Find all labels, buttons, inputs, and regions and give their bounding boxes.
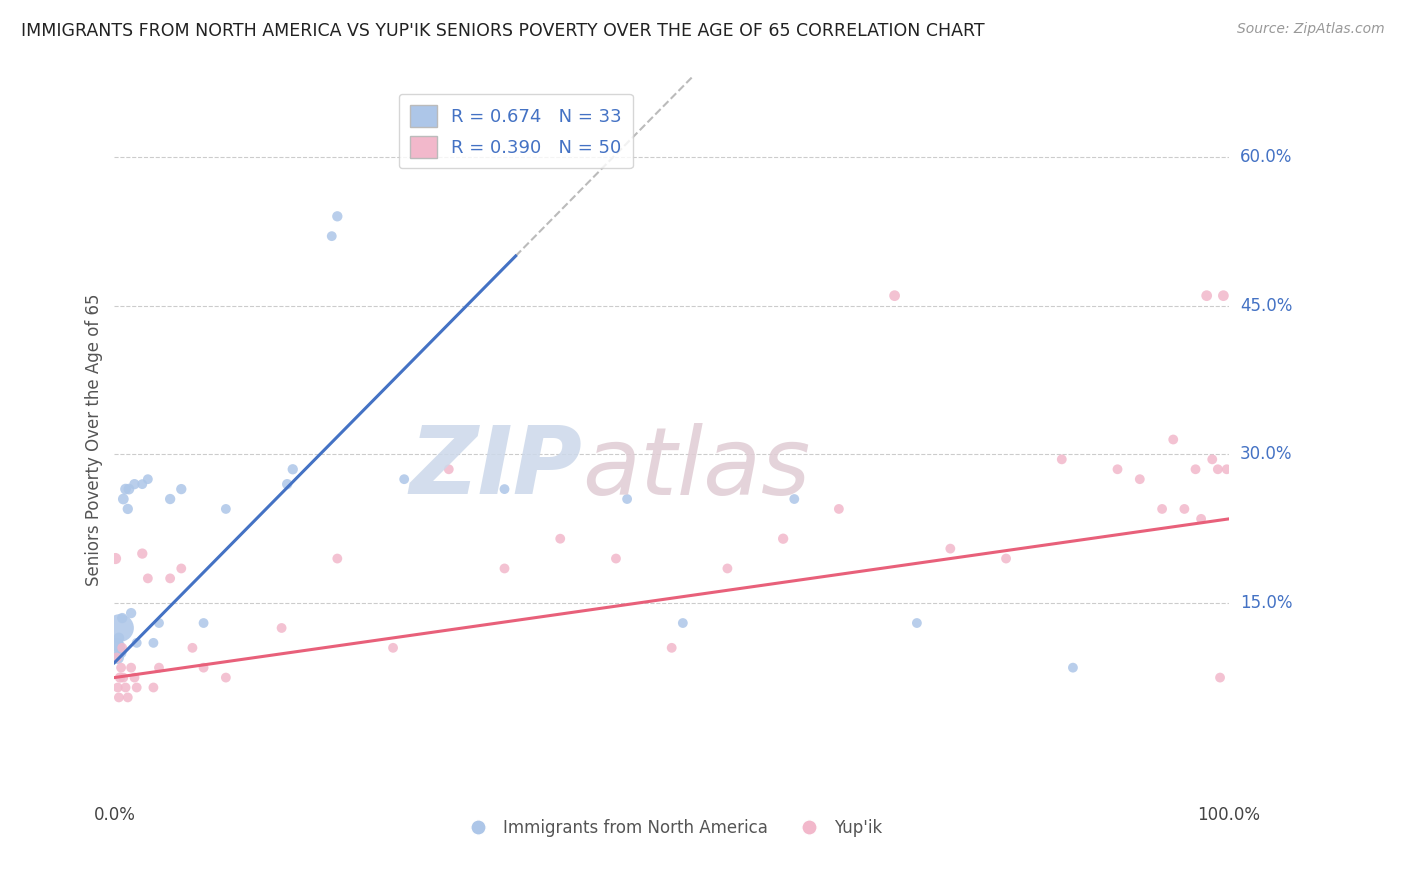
Point	[494, 482, 516, 496]
Point	[108, 631, 131, 645]
Point	[110, 646, 132, 660]
Y-axis label: Seniors Poverty Over the Age of 65: Seniors Poverty Over the Age of 65	[86, 293, 103, 586]
Point	[125, 681, 148, 695]
Point	[1216, 462, 1239, 476]
Point	[193, 660, 215, 674]
Point	[276, 477, 298, 491]
Point	[148, 615, 170, 630]
Point	[995, 551, 1018, 566]
Text: ZIP: ZIP	[409, 423, 582, 515]
Point	[114, 681, 136, 695]
Point	[672, 615, 695, 630]
Point	[117, 690, 139, 705]
Point	[905, 615, 928, 630]
Point	[1161, 433, 1184, 447]
Point	[392, 472, 415, 486]
Text: IMMIGRANTS FROM NORTH AMERICA VS YUP'IK SENIORS POVERTY OVER THE AGE OF 65 CORRE: IMMIGRANTS FROM NORTH AMERICA VS YUP'IK …	[21, 22, 984, 40]
Point	[104, 551, 127, 566]
Point	[281, 462, 304, 476]
Point	[1209, 671, 1232, 685]
Legend: Immigrants from North America, Yup'ik: Immigrants from North America, Yup'ik	[454, 813, 889, 844]
Text: 60.0%: 60.0%	[1240, 148, 1292, 166]
Point	[321, 229, 343, 244]
Point	[159, 491, 181, 506]
Point	[437, 462, 460, 476]
Point	[112, 671, 135, 685]
Point	[114, 482, 136, 496]
Point	[270, 621, 292, 635]
Point	[170, 482, 193, 496]
Point	[215, 671, 238, 685]
Point	[193, 615, 215, 630]
Point	[939, 541, 962, 556]
Point	[548, 532, 571, 546]
Point	[1184, 462, 1206, 476]
Point	[108, 690, 131, 705]
Point	[382, 640, 405, 655]
Point	[118, 482, 141, 496]
Point	[125, 636, 148, 650]
Point	[112, 491, 135, 506]
Point	[1050, 452, 1073, 467]
Point	[136, 472, 159, 486]
Text: Source: ZipAtlas.com: Source: ZipAtlas.com	[1237, 22, 1385, 37]
Point	[105, 638, 128, 652]
Point	[883, 288, 905, 302]
Point	[1173, 502, 1195, 516]
Point	[1062, 660, 1084, 674]
Point	[120, 660, 142, 674]
Point	[170, 561, 193, 575]
Point	[131, 547, 153, 561]
Point	[111, 611, 134, 625]
Point	[1212, 288, 1234, 302]
Point	[111, 640, 134, 655]
Text: 15.0%: 15.0%	[1240, 594, 1292, 612]
Point	[326, 551, 349, 566]
Point	[136, 571, 159, 585]
Point	[108, 671, 131, 685]
Point	[159, 571, 181, 585]
Point	[1107, 462, 1129, 476]
Point	[117, 502, 139, 516]
Point	[120, 606, 142, 620]
Point	[142, 681, 165, 695]
Point	[1189, 512, 1212, 526]
Point	[107, 650, 129, 665]
Point	[181, 640, 204, 655]
Point	[107, 681, 129, 695]
Point	[1195, 288, 1218, 302]
Point	[494, 561, 516, 575]
Point	[828, 502, 851, 516]
Point	[142, 636, 165, 650]
Point	[783, 491, 806, 506]
Point	[105, 650, 128, 665]
Point	[148, 660, 170, 674]
Point	[1129, 472, 1152, 486]
Point	[104, 640, 127, 655]
Point	[661, 640, 683, 655]
Point	[108, 621, 131, 635]
Point	[124, 477, 146, 491]
Point	[716, 561, 738, 575]
Point	[1152, 502, 1174, 516]
Point	[772, 532, 794, 546]
Text: 30.0%: 30.0%	[1240, 445, 1292, 463]
Point	[616, 491, 638, 506]
Point	[110, 660, 132, 674]
Text: 45.0%: 45.0%	[1240, 297, 1292, 315]
Point	[326, 210, 349, 224]
Point	[131, 477, 153, 491]
Point	[1206, 462, 1229, 476]
Point	[605, 551, 627, 566]
Point	[124, 671, 146, 685]
Point	[215, 502, 238, 516]
Point	[1201, 452, 1223, 467]
Text: atlas: atlas	[582, 423, 811, 514]
